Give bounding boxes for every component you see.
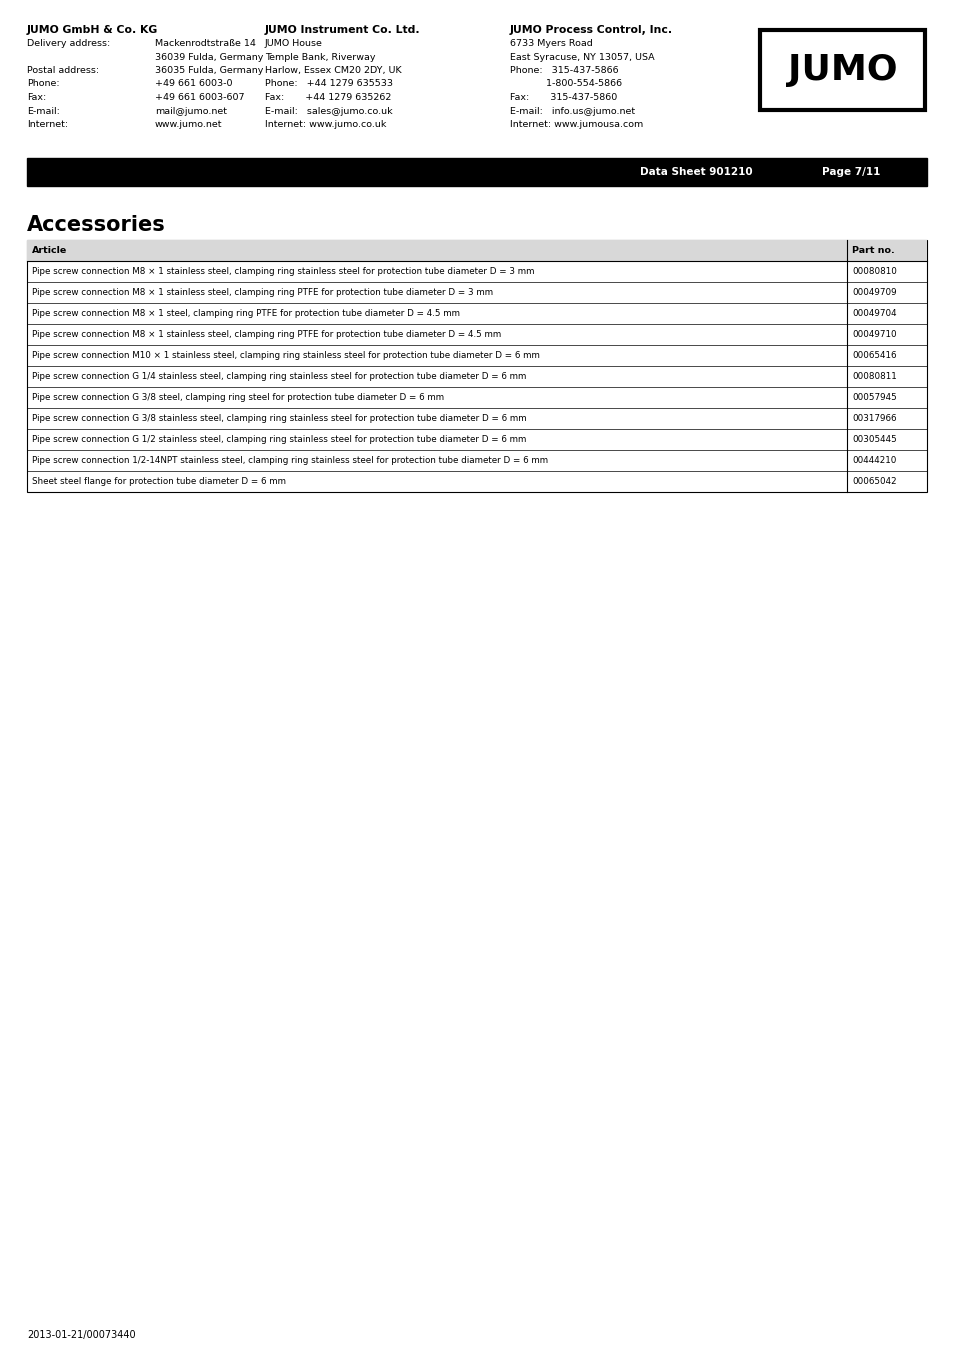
Text: 2013-01-21/00073440: 2013-01-21/00073440 (27, 1329, 135, 1340)
Text: JUMO Process Control, Inc.: JUMO Process Control, Inc. (510, 26, 673, 35)
Text: Pipe screw connection M8 × 1 stainless steel, clamping ring stainless steel for : Pipe screw connection M8 × 1 stainless s… (32, 267, 534, 276)
Text: East Syracuse, NY 13057, USA: East Syracuse, NY 13057, USA (510, 53, 654, 62)
Text: Fax:: Fax: (27, 93, 46, 101)
Text: 6733 Myers Road: 6733 Myers Road (510, 39, 592, 49)
Text: 00305445: 00305445 (851, 435, 896, 444)
Text: Pipe screw connection M10 × 1 stainless steel, clamping ring stainless steel for: Pipe screw connection M10 × 1 stainless … (32, 351, 539, 359)
Text: Delivery address:: Delivery address: (27, 39, 111, 49)
Text: JUMO: JUMO (787, 53, 897, 86)
Text: 1-800-554-5866: 1-800-554-5866 (510, 80, 621, 89)
Bar (27, 240, 926, 261)
Text: 36039 Fulda, Germany: 36039 Fulda, Germany (154, 53, 263, 62)
Text: 00065042: 00065042 (851, 477, 896, 486)
Text: Pipe screw connection G 3/8 stainless steel, clamping ring stainless steel for p: Pipe screw connection G 3/8 stainless st… (32, 413, 526, 423)
Text: +49 661 6003-607: +49 661 6003-607 (154, 93, 244, 101)
Text: E-mail:: E-mail: (27, 107, 60, 115)
Text: Internet:: Internet: (27, 120, 68, 128)
Text: Phone:   +44 1279 635533: Phone: +44 1279 635533 (265, 80, 393, 89)
Text: Internet: www.jumo.co.uk: Internet: www.jumo.co.uk (265, 120, 386, 128)
Text: 00057945: 00057945 (851, 393, 896, 403)
Text: JUMO GmbH & Co. KG: JUMO GmbH & Co. KG (27, 26, 158, 35)
Text: Phone:   315-437-5866: Phone: 315-437-5866 (510, 66, 618, 76)
Text: 00080811: 00080811 (851, 372, 896, 381)
Text: Article: Article (32, 246, 67, 255)
Text: Fax:       +44 1279 635262: Fax: +44 1279 635262 (265, 93, 391, 101)
Text: JUMO House: JUMO House (265, 39, 322, 49)
Text: Data Sheet 901210: Data Sheet 901210 (639, 168, 752, 177)
Text: Phone:: Phone: (27, 80, 59, 89)
Text: 00065416: 00065416 (851, 351, 896, 359)
Text: Pipe screw connection G 3/8 steel, clamping ring steel for protection tube diame: Pipe screw connection G 3/8 steel, clamp… (32, 393, 444, 403)
Text: Mackenrodtstraße 14: Mackenrodtstraße 14 (154, 39, 255, 49)
Text: E-mail:   info.us@jumo.net: E-mail: info.us@jumo.net (510, 107, 635, 115)
Text: Pipe screw connection G 1/4 stainless steel, clamping ring stainless steel for p: Pipe screw connection G 1/4 stainless st… (32, 372, 526, 381)
Text: E-mail:   sales@jumo.co.uk: E-mail: sales@jumo.co.uk (265, 107, 393, 115)
Text: Page 7/11: Page 7/11 (821, 168, 879, 177)
Text: JUMO Instrument Co. Ltd.: JUMO Instrument Co. Ltd. (265, 26, 420, 35)
Text: +49 661 6003-0: +49 661 6003-0 (154, 80, 233, 89)
Bar (27, 158, 926, 186)
Bar (27, 240, 926, 492)
Text: Temple Bank, Riverway: Temple Bank, Riverway (265, 53, 375, 62)
Text: 00049704: 00049704 (851, 309, 896, 317)
Text: Pipe screw connection M8 × 1 steel, clamping ring PTFE for protection tube diame: Pipe screw connection M8 × 1 steel, clam… (32, 309, 459, 317)
Text: Pipe screw connection M8 × 1 stainless steel, clamping ring PTFE for protection : Pipe screw connection M8 × 1 stainless s… (32, 330, 500, 339)
Text: 00080810: 00080810 (851, 267, 896, 276)
FancyBboxPatch shape (760, 30, 924, 109)
Text: 36035 Fulda, Germany: 36035 Fulda, Germany (154, 66, 263, 76)
Text: 00049709: 00049709 (851, 288, 896, 297)
Text: Pipe screw connection 1/2-14NPT stainless steel, clamping ring stainless steel f: Pipe screw connection 1/2-14NPT stainles… (32, 457, 548, 465)
Text: Part no.: Part no. (851, 246, 894, 255)
Text: Pipe screw connection M8 × 1 stainless steel, clamping ring PTFE for protection : Pipe screw connection M8 × 1 stainless s… (32, 288, 493, 297)
Text: mail@jumo.net: mail@jumo.net (154, 107, 227, 115)
Text: Harlow, Essex CM20 2DY, UK: Harlow, Essex CM20 2DY, UK (265, 66, 401, 76)
Text: Sheet steel flange for protection tube diameter D = 6 mm: Sheet steel flange for protection tube d… (32, 477, 286, 486)
Text: www.jumo.net: www.jumo.net (154, 120, 222, 128)
Text: Pipe screw connection G 1/2 stainless steel, clamping ring stainless steel for p: Pipe screw connection G 1/2 stainless st… (32, 435, 526, 444)
Text: 00444210: 00444210 (851, 457, 896, 465)
Text: 00049710: 00049710 (851, 330, 896, 339)
Text: Internet: www.jumousa.com: Internet: www.jumousa.com (510, 120, 642, 128)
Text: 00317966: 00317966 (851, 413, 896, 423)
Text: Fax:       315-437-5860: Fax: 315-437-5860 (510, 93, 617, 101)
Text: Postal address:: Postal address: (27, 66, 99, 76)
Text: Accessories: Accessories (27, 215, 166, 235)
